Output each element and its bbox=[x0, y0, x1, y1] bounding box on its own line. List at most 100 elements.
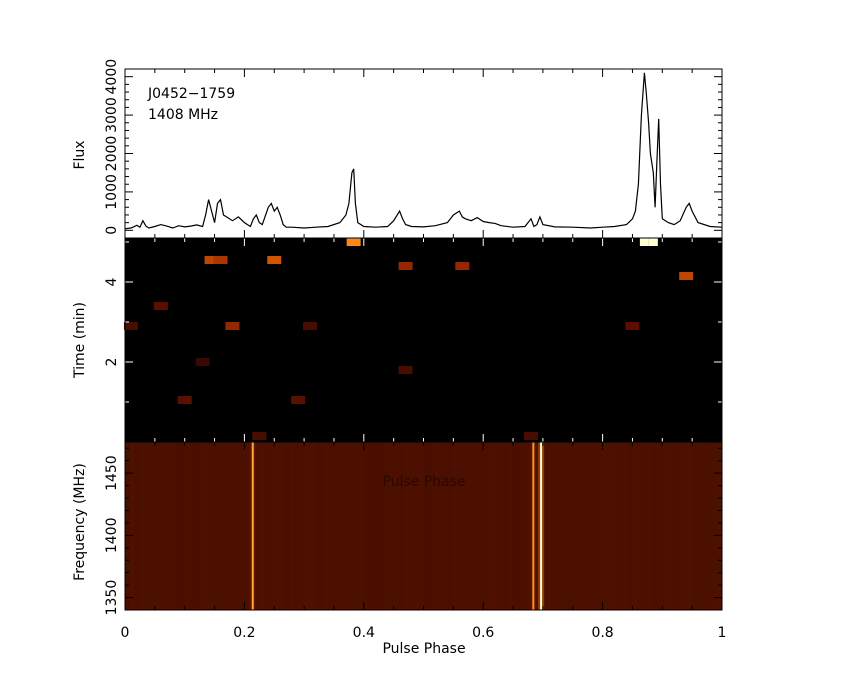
heatmap-cell bbox=[346, 238, 361, 246]
frequency-stripe bbox=[343, 442, 350, 610]
frequency-stripe bbox=[677, 442, 683, 610]
frequency-stripe bbox=[672, 442, 678, 610]
frequency-stripe bbox=[463, 442, 469, 610]
bright-line bbox=[532, 442, 535, 610]
frequency-stripe bbox=[498, 442, 504, 610]
frequency-ytick-label: 1350 bbox=[104, 580, 120, 616]
heatmap-cell bbox=[398, 262, 413, 270]
frequency-stripe bbox=[324, 442, 330, 610]
time-ytick-label: 2 bbox=[104, 358, 120, 367]
heatmap-cell bbox=[398, 366, 413, 374]
frequency-stripe bbox=[647, 442, 653, 610]
bright-line bbox=[540, 442, 543, 610]
frequency-stripe bbox=[184, 442, 191, 610]
frequency-stripe bbox=[284, 442, 290, 610]
heatmap-cell bbox=[303, 322, 318, 330]
frequency-stripe bbox=[368, 442, 375, 610]
frequency-stripe bbox=[154, 442, 161, 610]
profile-ytick-label: 4000 bbox=[104, 59, 120, 95]
frequency-stripe bbox=[393, 442, 400, 610]
frequency-stripe bbox=[244, 442, 250, 610]
frequency-stripe bbox=[617, 442, 623, 610]
frequency-stripe bbox=[189, 442, 196, 610]
frequency-stripe bbox=[199, 442, 206, 610]
frequency-stripe bbox=[214, 442, 221, 610]
frequency-annotation: 1408 MHz bbox=[148, 107, 218, 123]
frequency-stripe bbox=[418, 442, 424, 610]
heatmap-cell bbox=[455, 262, 470, 270]
frequency-stripe bbox=[702, 442, 708, 610]
time-phase-cells bbox=[123, 238, 694, 440]
source-name-annotation: J0452−1759 bbox=[147, 86, 235, 102]
frequency-ytick-label: 1400 bbox=[104, 518, 120, 554]
frequency-stripe bbox=[697, 442, 703, 610]
frequency-stripe bbox=[493, 442, 499, 610]
frequency-stripe bbox=[443, 442, 449, 610]
frequency-stripe bbox=[483, 442, 489, 610]
frequency-stripe bbox=[627, 442, 633, 610]
frequency-stripe bbox=[169, 442, 176, 610]
frequency-stripe bbox=[642, 442, 648, 610]
frequency-stripe bbox=[164, 442, 171, 610]
heatmap-cell bbox=[648, 238, 658, 246]
frequency-stripe bbox=[602, 442, 609, 610]
frequency-stripe bbox=[478, 442, 484, 610]
frequency-stripe bbox=[159, 442, 166, 610]
frequency-stripe bbox=[403, 442, 410, 610]
frequency-stripe bbox=[577, 442, 584, 610]
bright-line bbox=[251, 442, 254, 610]
frequency-stripe bbox=[582, 442, 589, 610]
time-axis-label: Time (min) bbox=[72, 302, 88, 379]
frequency-stripe bbox=[378, 442, 385, 610]
x-tick-label: 0.6 bbox=[472, 625, 494, 641]
frequency-ytick-label: 1450 bbox=[104, 455, 120, 491]
frequency-stripe bbox=[453, 442, 459, 610]
frequency-stripe bbox=[194, 442, 201, 610]
frequency-y-tick-labels: 1350 1400 1450 bbox=[104, 455, 120, 615]
frequency-stripe bbox=[358, 442, 365, 610]
frequency-stripe bbox=[279, 442, 285, 610]
profile-panel: 0 1000 2000 3000 4000 J0452−1759 1408 MHz Fl… bbox=[72, 59, 723, 239]
frequency-stripe bbox=[523, 442, 529, 610]
overlay-phase-label: Pulse Phase bbox=[382, 474, 465, 490]
time-ytick-label: 4 bbox=[104, 277, 120, 286]
frequency-stripe bbox=[338, 442, 345, 610]
frequency-stripe bbox=[363, 442, 370, 610]
frequency-stripe bbox=[508, 442, 514, 610]
frequency-phase-stripes bbox=[125, 442, 723, 610]
heatmap-cell bbox=[195, 358, 210, 366]
frequency-axis-label: Frequency (MHz) bbox=[72, 463, 88, 581]
frequency-stripe bbox=[607, 442, 614, 610]
frequency-stripe bbox=[438, 442, 444, 610]
heatmap-cell bbox=[252, 432, 267, 440]
frequency-stripe bbox=[433, 442, 439, 610]
frequency-stripe bbox=[707, 442, 713, 610]
frequency-stripe bbox=[413, 442, 420, 610]
frequency-stripe bbox=[219, 442, 225, 610]
frequency-stripe bbox=[234, 442, 240, 610]
frequency-stripe bbox=[547, 442, 554, 610]
frequency-stripe bbox=[518, 442, 524, 610]
frequency-stripe bbox=[552, 442, 559, 610]
heatmap-cell bbox=[123, 322, 138, 330]
frequency-stripe bbox=[373, 442, 380, 610]
frequency-stripe bbox=[458, 442, 464, 610]
frequency-stripe bbox=[299, 442, 305, 610]
profile-ytick-label: 2000 bbox=[104, 136, 120, 172]
frequency-stripe bbox=[423, 442, 429, 610]
frequency-stripe bbox=[239, 442, 245, 610]
frequency-stripe bbox=[572, 442, 579, 610]
profile-y-tick-labels: 0 1000 2000 3000 4000 bbox=[104, 59, 120, 235]
frequency-stripe bbox=[667, 442, 673, 610]
frequency-stripe bbox=[259, 442, 265, 610]
frequency-stripe bbox=[144, 442, 151, 610]
frequency-stripe bbox=[209, 442, 216, 610]
profile-line bbox=[124, 72, 723, 230]
frequency-stripe bbox=[309, 442, 315, 610]
frequency-stripe bbox=[567, 442, 574, 610]
frequency-stripe bbox=[294, 442, 300, 610]
x-tick-label: 0.2 bbox=[233, 625, 255, 641]
frequency-stripe bbox=[542, 442, 549, 610]
frequency-stripe bbox=[622, 442, 628, 610]
heatmap-cell bbox=[225, 322, 240, 330]
